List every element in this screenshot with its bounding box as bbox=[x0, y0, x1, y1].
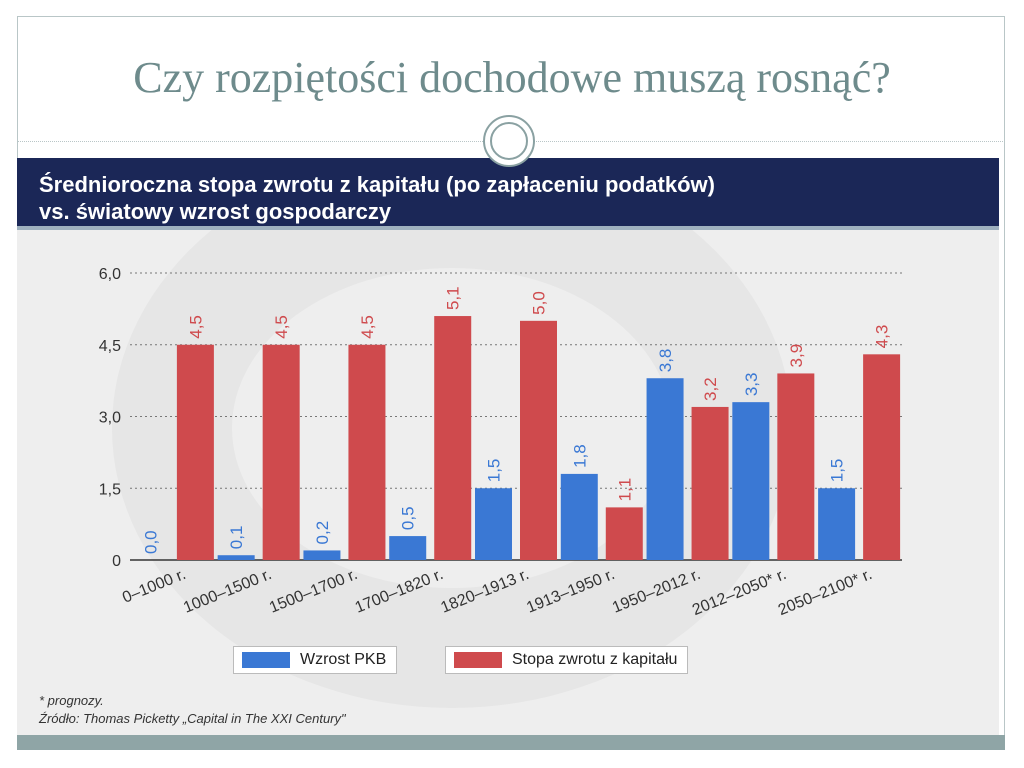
chart-title-line2: vs. światowy wzrost gospodarczy bbox=[39, 199, 392, 224]
y-tick-label: 3,0 bbox=[99, 410, 121, 427]
x-tick-label: 2050–2100* r. bbox=[776, 566, 875, 619]
bar-chart: 0 1,5 3,0 4,5 6,0 0,0 4,5 0–1000 r. 0,1 4,5 1000–1… bbox=[99, 266, 902, 619]
y-tick-label: 0 bbox=[112, 553, 121, 570]
bar bbox=[475, 488, 512, 560]
y-tick-label: 6,0 bbox=[99, 266, 121, 283]
bar bbox=[818, 488, 856, 560]
data-label: 3,3 bbox=[742, 373, 761, 397]
bar bbox=[348, 344, 386, 560]
bar bbox=[646, 378, 684, 560]
bar bbox=[777, 373, 815, 560]
x-tick-label: 1950–2012 r. bbox=[610, 566, 703, 617]
ring-ornament bbox=[483, 115, 535, 167]
bar bbox=[262, 344, 300, 560]
bar bbox=[605, 507, 643, 560]
data-label: 4,5 bbox=[186, 315, 205, 339]
data-label: 5,1 bbox=[444, 286, 463, 310]
x-tick-label: 1000–1500 r. bbox=[181, 566, 274, 617]
x-tick-label: 1700–1820 r. bbox=[353, 566, 446, 617]
data-label: 0,5 bbox=[399, 506, 418, 530]
data-label: 0,2 bbox=[313, 521, 332, 545]
legend-label-gdp: Wzrost PKB bbox=[300, 651, 387, 668]
bar bbox=[176, 344, 214, 560]
bar bbox=[389, 536, 427, 560]
bar bbox=[303, 550, 341, 560]
legend-swatch-gdp bbox=[242, 652, 290, 668]
bar bbox=[434, 316, 472, 560]
slide-title: Czy rozpiętości dochodowe muszą rosnąć? bbox=[133, 53, 891, 102]
data-label: 3,8 bbox=[656, 349, 675, 373]
bar bbox=[217, 555, 255, 560]
infographic: Średnioroczna stopa zwrotu z kapitału (p… bbox=[17, 158, 999, 738]
x-tick-label: 2012–2050* r. bbox=[690, 566, 789, 619]
data-label: 1,5 bbox=[828, 459, 847, 483]
data-label: 4,5 bbox=[272, 315, 291, 339]
legend-item-gdp: Wzrost PKB bbox=[233, 646, 398, 674]
legend-item-capital: Stopa zwrotu z kapitału bbox=[445, 646, 689, 674]
chart-header: Średnioroczna stopa zwrotu z kapitału (p… bbox=[17, 158, 999, 230]
legend-label-capital: Stopa zwrotu z kapitału bbox=[512, 651, 678, 668]
bar bbox=[520, 320, 557, 560]
data-label: 1,8 bbox=[570, 444, 589, 468]
x-tick-label: 0–1000 r. bbox=[120, 566, 188, 607]
bar bbox=[732, 402, 770, 560]
data-label: 4,3 bbox=[873, 325, 892, 349]
x-tick-label: 1500–1700 r. bbox=[267, 566, 360, 617]
legend-swatch-capital bbox=[454, 652, 502, 668]
x-tick-label: 1820–1913 r. bbox=[439, 566, 532, 617]
bottom-bar bbox=[17, 735, 1005, 750]
y-tick-label: 1,5 bbox=[99, 481, 121, 498]
y-tick-label: 4,5 bbox=[99, 338, 121, 355]
data-label: 0,1 bbox=[227, 526, 246, 550]
data-label: 5,0 bbox=[530, 291, 549, 315]
data-label: 1,5 bbox=[485, 459, 504, 483]
data-label: 4,5 bbox=[358, 315, 377, 339]
chart-title-line1: Średnioroczna stopa zwrotu z kapitału (p… bbox=[39, 172, 715, 197]
data-label: 1,1 bbox=[615, 478, 634, 502]
x-tick-label: 1913–1950 r. bbox=[524, 566, 617, 617]
data-label: 3,9 bbox=[787, 344, 806, 368]
data-label: 3,2 bbox=[701, 377, 720, 401]
bar bbox=[863, 354, 901, 560]
footnote-source: Źródło: Thomas Picketty „Capital in The … bbox=[39, 711, 346, 726]
bar bbox=[691, 406, 729, 560]
footnote-forecast: * prognozy. bbox=[39, 693, 104, 708]
bar bbox=[560, 473, 598, 560]
data-label: 0,0 bbox=[141, 530, 160, 554]
